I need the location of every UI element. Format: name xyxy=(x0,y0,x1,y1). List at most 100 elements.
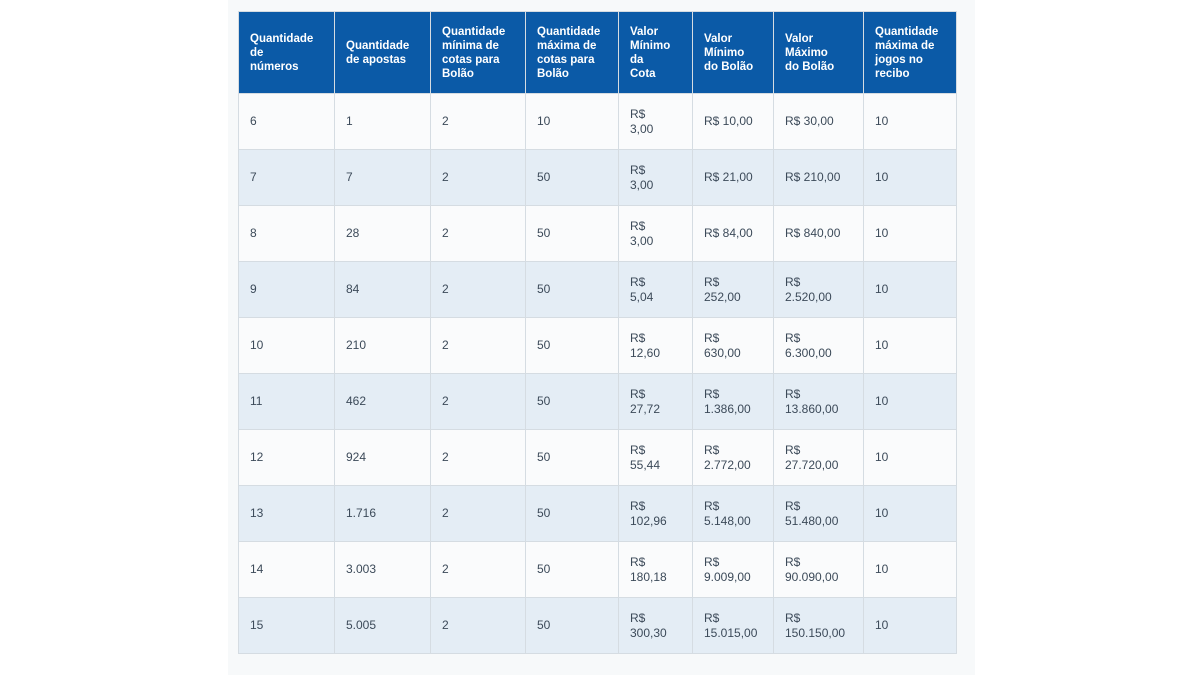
table-cell: 462 xyxy=(334,373,431,430)
table-cell: 6 xyxy=(238,93,335,150)
table-cell: 10 xyxy=(863,261,957,318)
table-cell: R$ 2.520,00 xyxy=(773,261,864,318)
table-cell: 10 xyxy=(525,93,619,150)
table-cell: 50 xyxy=(525,205,619,262)
table-cell: R$ 300,30 xyxy=(618,597,693,654)
table-cell: 50 xyxy=(525,261,619,318)
column-header: Quantidade de apostas xyxy=(334,11,431,94)
table-head: Quantidade de números Quantidade de apost… xyxy=(238,11,957,94)
table-cell: R$ 15.015,00 xyxy=(692,597,774,654)
table-cell: 50 xyxy=(525,149,619,206)
table-cell: 10 xyxy=(863,149,957,206)
table-cell: R$ 12,60 xyxy=(618,317,693,374)
table-cell: R$ 90.090,00 xyxy=(773,541,864,598)
table-cell: R$ 5.148,00 xyxy=(692,485,774,542)
table-cell: 210 xyxy=(334,317,431,374)
column-header: Valor Mínimo do Bolão xyxy=(692,11,774,94)
column-header: Valor Máximo do Bolão xyxy=(773,11,864,94)
table-body: 6 1 2 10 R$ 3,00 R$ 10,00 R$ 30,00 10 7 7 2 50 R$ 3,… xyxy=(238,93,957,654)
table-cell: R$ 150.150,00 xyxy=(773,597,864,654)
table-cell: R$ 55,44 xyxy=(618,429,693,486)
table-cell: 10 xyxy=(238,317,335,374)
table-cell: 1 xyxy=(334,93,431,150)
column-header: Quantidade máxima de jogos no recibo xyxy=(863,11,957,94)
table-row: 9 84 2 50 R$ 5,04 R$ 252,00 R$ 2.520,00 10 xyxy=(238,261,957,318)
table-cell: 3.003 xyxy=(334,541,431,598)
table-cell: R$ 6.300,00 xyxy=(773,317,864,374)
table-row: 14 3.003 2 50 R$ 180,18 R$ 9.009,00 R$ 90.090,… xyxy=(238,541,957,598)
table-cell: 14 xyxy=(238,541,335,598)
table-cell: 7 xyxy=(334,149,431,206)
table-cell: R$ 2.772,00 xyxy=(692,429,774,486)
table-cell: 10 xyxy=(863,205,957,262)
bolao-pricing-table: Quantidade de números Quantidade de apost… xyxy=(238,11,957,654)
table-cell: R$ 252,00 xyxy=(692,261,774,318)
table-cell: R$ 3,00 xyxy=(618,205,693,262)
table-row: 13 1.716 2 50 R$ 102,96 R$ 5.148,00 R$ 51.480,… xyxy=(238,485,957,542)
table-row: 15 5.005 2 50 R$ 300,30 R$ 15.015,00 R$ 150.15… xyxy=(238,597,957,654)
table-cell: 11 xyxy=(238,373,335,430)
table-cell: 2 xyxy=(430,149,526,206)
table-row: 11 462 2 50 R$ 27,72 R$ 1.386,00 R$ 13.860,00 1… xyxy=(238,373,957,430)
table-cell: 924 xyxy=(334,429,431,486)
table-cell: R$ 30,00 xyxy=(773,93,864,150)
table-cell: R$ 102,96 xyxy=(618,485,693,542)
table-cell: R$ 210,00 xyxy=(773,149,864,206)
table-row: 6 1 2 10 R$ 3,00 R$ 10,00 R$ 30,00 10 xyxy=(238,93,957,150)
table-cell: R$ 9.009,00 xyxy=(692,541,774,598)
column-header: Valor Mínimo da Cota xyxy=(618,11,693,94)
table-cell: 10 xyxy=(863,597,957,654)
table-cell: 5.005 xyxy=(334,597,431,654)
table-cell: 50 xyxy=(525,597,619,654)
table-cell: 9 xyxy=(238,261,335,318)
table-cell: 10 xyxy=(863,317,957,374)
table-cell: 15 xyxy=(238,597,335,654)
table-cell: 1.716 xyxy=(334,485,431,542)
table-cell: R$ 27.720,00 xyxy=(773,429,864,486)
table-cell: 2 xyxy=(430,541,526,598)
table-cell: 10 xyxy=(863,93,957,150)
table-cell: 50 xyxy=(525,485,619,542)
table-row: 10 210 2 50 R$ 12,60 R$ 630,00 R$ 6.300,00 10 xyxy=(238,317,957,374)
table-cell: 2 xyxy=(430,597,526,654)
table-cell: R$ 10,00 xyxy=(692,93,774,150)
column-header: Quantidade de números xyxy=(238,11,335,94)
table-cell: R$ 3,00 xyxy=(618,93,693,150)
table-cell: 2 xyxy=(430,261,526,318)
table-cell: 50 xyxy=(525,541,619,598)
table-cell: 84 xyxy=(334,261,431,318)
table-cell: 8 xyxy=(238,205,335,262)
table-cell: 10 xyxy=(863,373,957,430)
table-cell: R$ 630,00 xyxy=(692,317,774,374)
table-cell: 10 xyxy=(863,429,957,486)
table-cell: R$ 5,04 xyxy=(618,261,693,318)
table-cell: R$ 1.386,00 xyxy=(692,373,774,430)
content-card: Quantidade de números Quantidade de apost… xyxy=(228,0,975,675)
table-cell: 50 xyxy=(525,429,619,486)
table-cell: R$ 51.480,00 xyxy=(773,485,864,542)
table-cell: R$ 13.860,00 xyxy=(773,373,864,430)
table-cell: R$ 27,72 xyxy=(618,373,693,430)
table-cell: 7 xyxy=(238,149,335,206)
table-cell: 50 xyxy=(525,373,619,430)
table-cell: 2 xyxy=(430,205,526,262)
table-cell: R$ 840,00 xyxy=(773,205,864,262)
table-cell: 12 xyxy=(238,429,335,486)
table-cell: 2 xyxy=(430,93,526,150)
column-header: Quantidade mínima de cotas para Bolão xyxy=(430,11,526,94)
table-cell: 13 xyxy=(238,485,335,542)
table-cell: 2 xyxy=(430,317,526,374)
table-row: 7 7 2 50 R$ 3,00 R$ 21,00 R$ 210,00 10 xyxy=(238,149,957,206)
column-header: Quantidade máxima de cotas para Bolão xyxy=(525,11,619,94)
table-cell: R$ 180,18 xyxy=(618,541,693,598)
table-cell: 28 xyxy=(334,205,431,262)
table-cell: 2 xyxy=(430,373,526,430)
table-row: 12 924 2 50 R$ 55,44 R$ 2.772,00 R$ 27.720,00 1… xyxy=(238,429,957,486)
table-cell: 2 xyxy=(430,485,526,542)
header-row: Quantidade de números Quantidade de apost… xyxy=(238,11,957,94)
table-cell: 50 xyxy=(525,317,619,374)
table-cell: R$ 3,00 xyxy=(618,149,693,206)
table-cell: R$ 21,00 xyxy=(692,149,774,206)
table-cell: 10 xyxy=(863,541,957,598)
table-cell: 10 xyxy=(863,485,957,542)
